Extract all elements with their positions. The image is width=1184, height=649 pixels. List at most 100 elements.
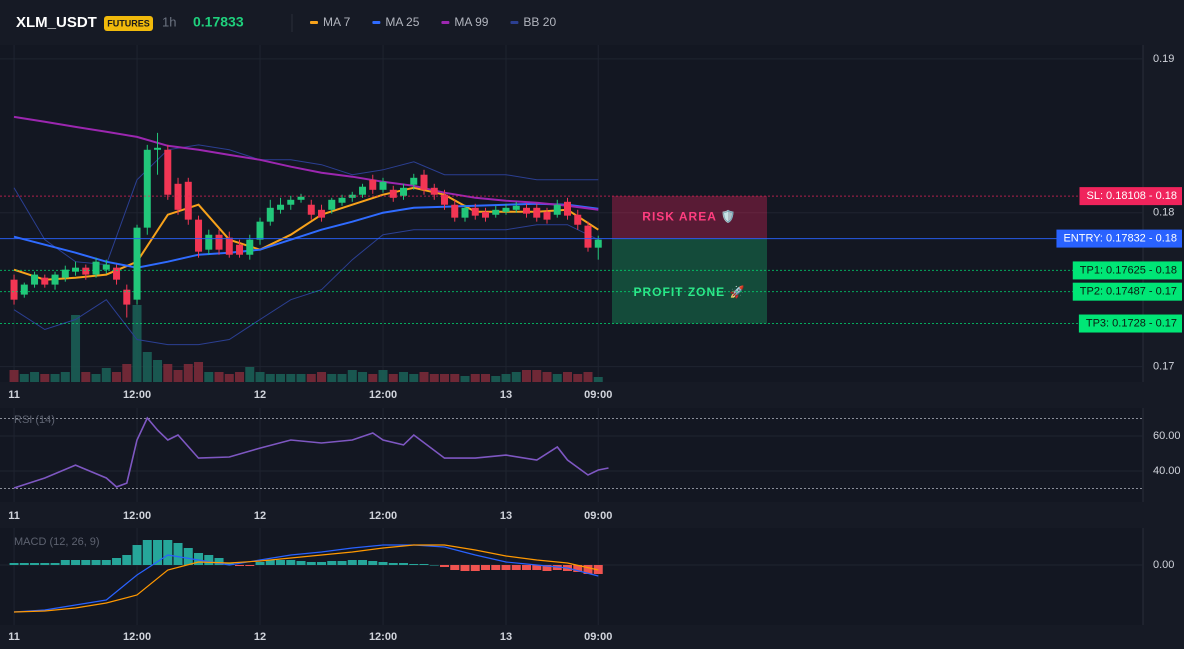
candle-body <box>51 274 59 285</box>
volume-bar <box>60 372 70 382</box>
rsi-panel <box>0 408 1143 502</box>
x-tick-label: 09:00 <box>584 389 612 401</box>
candle-body <box>102 264 110 270</box>
y-tick-label: 60.00 <box>1153 430 1181 442</box>
zone-label: RISK AREA 🛡️ <box>642 210 736 224</box>
legend-label: BB 20 <box>523 15 556 29</box>
macd-histogram-bar <box>255 562 265 565</box>
volume-bar <box>204 372 214 382</box>
macd-histogram-bar <box>378 562 388 565</box>
candle-body <box>256 221 264 240</box>
legend-swatch <box>510 21 519 24</box>
macd-histogram-bar <box>306 562 316 565</box>
volume-bar <box>101 368 111 382</box>
macd-histogram-bar <box>491 565 501 570</box>
volume-bar <box>460 376 470 382</box>
candle-body <box>72 267 80 272</box>
macd-histogram-bar <box>112 558 122 565</box>
volume-bar <box>358 372 368 382</box>
macd-histogram-bar <box>173 543 183 565</box>
volume-bar <box>40 374 50 382</box>
candle-body <box>441 194 449 205</box>
candle-body <box>594 239 602 248</box>
candle-body <box>471 207 479 216</box>
volume-bar <box>142 352 152 382</box>
macd-histogram-bar <box>522 565 532 570</box>
candle-body <box>430 187 438 195</box>
macd-histogram-bar <box>429 565 439 566</box>
macd-histogram-bar <box>142 540 152 565</box>
candle-body <box>82 267 90 275</box>
candle-body <box>492 209 500 215</box>
indicator-line <box>13 544 599 613</box>
last-price: 0.17833 <box>193 14 244 30</box>
level-label: TP3: 0.1728 - 0.17 <box>1086 317 1177 329</box>
volume-bar <box>50 374 60 382</box>
y-tick-label: 0.18 <box>1153 207 1174 219</box>
volume-bar <box>71 315 81 382</box>
volume-bar <box>388 374 398 382</box>
volume-bar <box>511 372 521 382</box>
volume-bar <box>327 374 337 382</box>
candle-body <box>236 244 244 255</box>
volume-bar <box>173 370 183 382</box>
interval: 1h <box>162 14 176 29</box>
x-tick-label: 12:00 <box>123 510 151 522</box>
macd-histogram-bar <box>347 560 357 565</box>
volume-bar <box>235 372 245 382</box>
x-tick-label: 12 <box>254 510 266 522</box>
candle-body <box>543 211 551 220</box>
candle-body <box>61 269 69 278</box>
macd-histogram-bar <box>542 565 552 571</box>
macd-histogram-bar <box>532 565 542 570</box>
macd-histogram-bar <box>235 565 245 566</box>
volume-bar <box>583 372 593 382</box>
candle-body <box>400 187 408 196</box>
candle-body <box>174 183 182 210</box>
volume-bar <box>153 360 163 382</box>
level-label: TP1: 0.17625 - 0.18 <box>1080 264 1177 276</box>
panel-title: MACD (12, 26, 9) <box>14 536 100 548</box>
zone-label: PROFIT ZONE 🚀 <box>634 285 746 299</box>
legend-swatch <box>310 21 318 24</box>
zone <box>612 238 767 324</box>
macd-histogram-bar <box>327 561 337 565</box>
candle-body <box>133 227 141 300</box>
indicator-line <box>13 186 599 281</box>
volume-bar <box>470 374 480 382</box>
candle-body <box>338 197 346 203</box>
macd-histogram-bar <box>122 555 132 565</box>
macd-histogram-bar <box>91 560 101 565</box>
volume-bar <box>163 364 173 382</box>
volume-bar <box>81 372 91 382</box>
candle-body <box>379 181 387 190</box>
candle-body <box>523 207 531 214</box>
level-label-box <box>1056 229 1182 248</box>
macd-histogram-bar <box>71 560 81 565</box>
y-tick-label: 40.00 <box>1153 465 1181 477</box>
candle-body <box>359 186 367 195</box>
candle-body <box>92 261 100 275</box>
volume-bar <box>214 372 224 382</box>
macd-histogram-bar <box>388 563 398 565</box>
panel-title: RSI (14) <box>14 414 55 426</box>
candle-body <box>225 237 233 255</box>
macd-histogram-bar <box>40 563 50 565</box>
macd-histogram-bar <box>358 560 368 565</box>
macd-histogram-bar <box>9 563 19 565</box>
volume-bar <box>399 372 409 382</box>
volume-bar <box>573 374 583 382</box>
macd-histogram-bar <box>317 562 327 565</box>
volume-bar <box>306 374 316 382</box>
legend-label: MA 99 <box>454 15 488 29</box>
volume-bar <box>429 374 439 382</box>
macd-histogram-bar <box>60 560 70 565</box>
level-label: TP2: 0.17487 - 0.17 <box>1080 286 1177 298</box>
candle-body <box>420 174 428 190</box>
candle-body <box>584 225 592 248</box>
level-label: ENTRY: 0.17832 - 0.18 <box>1063 232 1177 244</box>
volume-bar <box>224 374 234 382</box>
x-tick-label: 12 <box>254 631 266 643</box>
x-tick-label: 12:00 <box>369 510 397 522</box>
volume-bar <box>368 374 378 382</box>
